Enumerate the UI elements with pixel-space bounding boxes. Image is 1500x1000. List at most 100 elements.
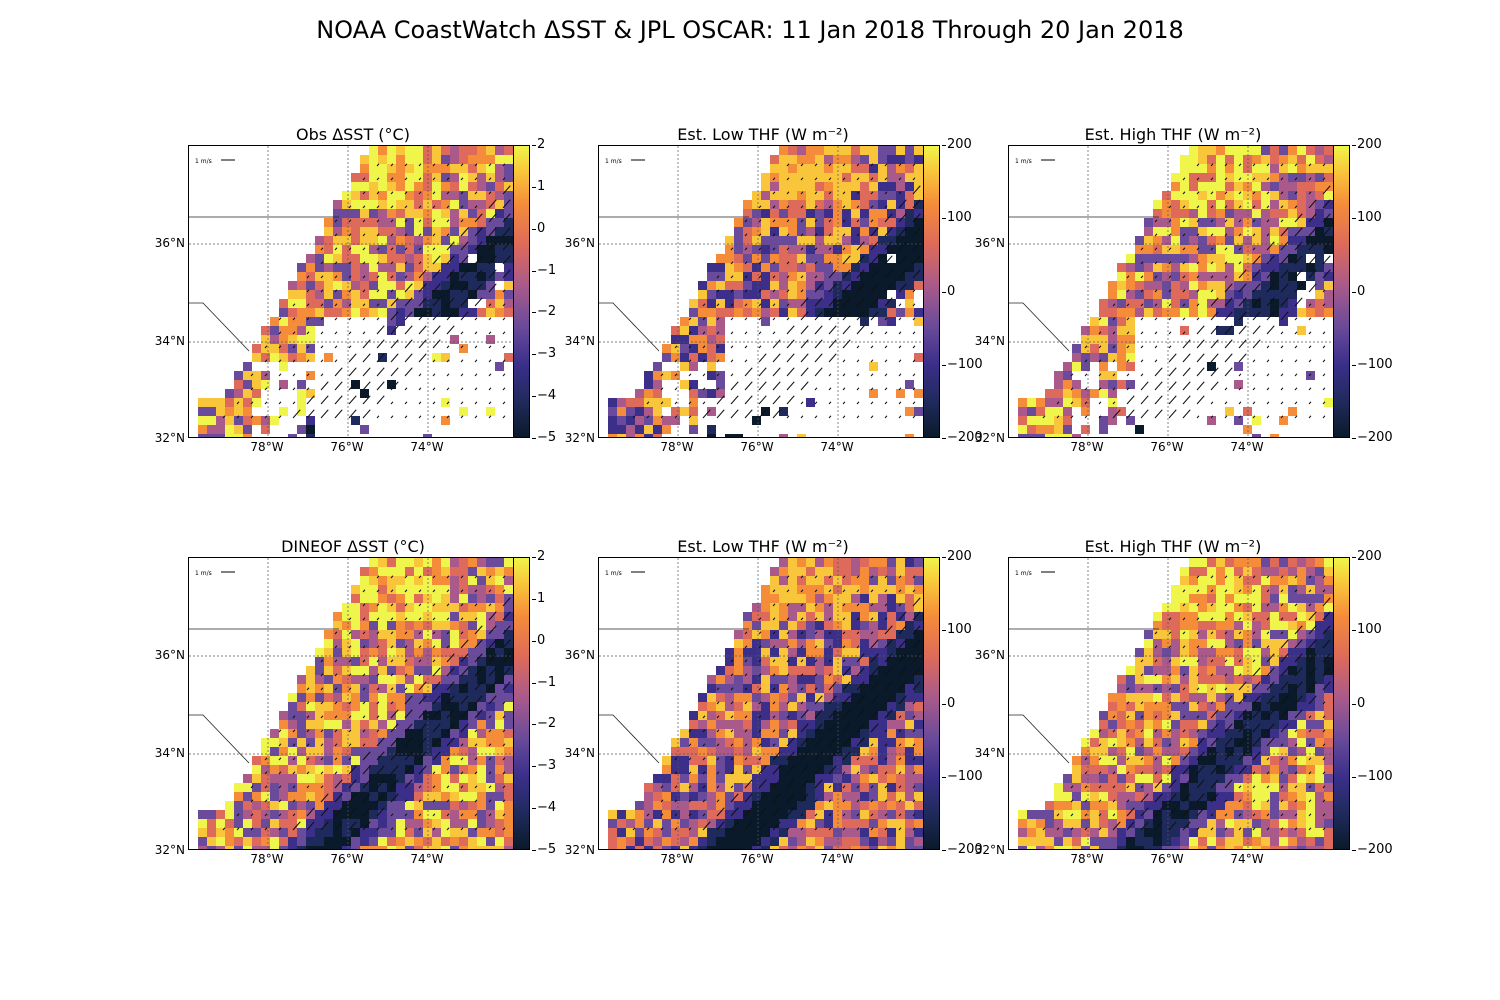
current-vector bbox=[1182, 381, 1191, 391]
current-vector bbox=[404, 367, 413, 377]
current-vector bbox=[744, 715, 748, 719]
current-vector bbox=[1168, 331, 1172, 335]
current-vector bbox=[404, 603, 408, 607]
current-vector bbox=[842, 163, 846, 167]
current-vector bbox=[912, 199, 921, 209]
current-vector bbox=[856, 757, 860, 761]
current-vector bbox=[870, 283, 879, 293]
current-vector bbox=[432, 283, 441, 293]
current-vector bbox=[390, 325, 399, 335]
colorbar-tick-label: 200 bbox=[942, 549, 972, 564]
current-vector bbox=[306, 387, 310, 391]
current-vector bbox=[446, 737, 455, 747]
current-vector bbox=[786, 219, 790, 223]
current-vector bbox=[488, 611, 497, 621]
current-vector bbox=[390, 673, 394, 677]
current-vector bbox=[488, 771, 492, 775]
current-vector bbox=[1154, 659, 1158, 663]
current-vector bbox=[362, 793, 371, 803]
current-vector bbox=[1182, 701, 1186, 705]
current-vector bbox=[674, 757, 678, 761]
current-vector bbox=[1196, 219, 1200, 223]
current-vector bbox=[1154, 757, 1158, 761]
current-vector bbox=[842, 415, 846, 419]
current-vector bbox=[1182, 673, 1186, 677]
current-vector bbox=[744, 261, 748, 265]
current-vector bbox=[432, 645, 436, 649]
current-vector bbox=[1126, 729, 1130, 733]
current-vector bbox=[702, 373, 706, 377]
current-vector bbox=[1210, 827, 1214, 831]
current-vector bbox=[320, 673, 324, 677]
current-vector bbox=[1098, 359, 1102, 363]
current-vector bbox=[912, 575, 916, 579]
current-vector bbox=[632, 827, 636, 831]
current-vector bbox=[502, 625, 511, 635]
current-vector bbox=[674, 373, 678, 377]
current-vector bbox=[1140, 303, 1144, 307]
current-vector bbox=[1322, 255, 1331, 265]
current-vector bbox=[702, 821, 711, 831]
current-vector bbox=[376, 247, 380, 251]
current-vector bbox=[898, 785, 902, 789]
current-vector bbox=[884, 785, 888, 789]
current-vector bbox=[758, 715, 762, 719]
current-vector bbox=[1322, 317, 1326, 321]
current-vector bbox=[1224, 695, 1233, 705]
current-vector bbox=[744, 793, 753, 803]
current-vector bbox=[786, 233, 790, 237]
current-vector bbox=[348, 395, 357, 405]
current-vector bbox=[758, 765, 767, 775]
current-vector bbox=[1238, 261, 1242, 265]
current-vector bbox=[1182, 743, 1186, 747]
current-vector bbox=[1308, 401, 1312, 405]
lon-tick-label: 74°W bbox=[1230, 440, 1264, 454]
current-vector bbox=[716, 331, 720, 335]
current-vector bbox=[1140, 289, 1144, 293]
current-vector bbox=[502, 757, 506, 761]
current-vector bbox=[1266, 799, 1270, 803]
current-vector bbox=[898, 283, 907, 293]
current-vector bbox=[1238, 751, 1247, 761]
current-vector bbox=[1322, 199, 1331, 209]
current-vector bbox=[702, 799, 706, 803]
current-vector bbox=[502, 331, 506, 335]
current-vector bbox=[1238, 737, 1247, 747]
current-vector bbox=[502, 729, 506, 733]
current-vector bbox=[1168, 659, 1172, 663]
current-vector bbox=[1210, 297, 1219, 307]
current-vector bbox=[786, 617, 790, 621]
current-vector bbox=[1168, 765, 1177, 775]
current-vector bbox=[362, 289, 366, 293]
current-vector bbox=[474, 331, 478, 335]
current-vector bbox=[1238, 589, 1242, 593]
current-vector bbox=[842, 359, 846, 363]
current-vector bbox=[814, 751, 823, 761]
current-vector bbox=[702, 771, 706, 775]
colorbar-tick-label: −2 bbox=[531, 304, 557, 320]
current-vector bbox=[404, 275, 408, 279]
current-vector bbox=[758, 381, 767, 391]
current-vector bbox=[348, 821, 357, 831]
current-vector bbox=[814, 247, 818, 251]
panel-title: DINEOF ΔSST (°C) bbox=[281, 537, 425, 556]
current-vector bbox=[488, 177, 492, 181]
map-panel: Est. Low THF (W m⁻²) 1 m/s 36°N 34°N 32°N 78°… bbox=[565, 125, 983, 485]
colorbar-tick-label: 0 bbox=[941, 695, 956, 711]
current-vector bbox=[828, 205, 832, 209]
current-vector bbox=[1224, 367, 1233, 377]
current-vector bbox=[488, 639, 497, 649]
current-vector bbox=[1056, 827, 1060, 831]
current-vector bbox=[376, 303, 380, 307]
current-vector bbox=[898, 359, 902, 363]
current-vector bbox=[744, 659, 748, 663]
current-vector bbox=[1238, 723, 1247, 733]
current-vector bbox=[828, 373, 832, 377]
current-vector bbox=[362, 687, 366, 691]
current-vector bbox=[1280, 771, 1284, 775]
current-vector bbox=[334, 743, 338, 747]
current-vector bbox=[404, 387, 408, 391]
current-vector bbox=[418, 631, 422, 635]
current-vector bbox=[1252, 785, 1256, 789]
current-vector bbox=[1280, 227, 1289, 237]
